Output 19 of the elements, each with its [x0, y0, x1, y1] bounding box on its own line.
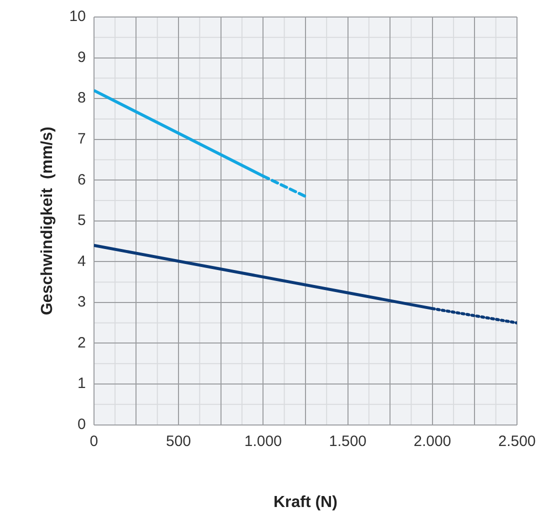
y-tick-label: 7 [78, 130, 86, 148]
x-tick-label: 500 [166, 432, 192, 450]
y-tick-label: 10 [69, 8, 86, 26]
y-tick-label: 1 [78, 375, 86, 392]
x-tick-label: 1.000 [244, 432, 282, 450]
y-tick-label: 3 [78, 294, 86, 311]
y-tick-label: 5 [78, 212, 86, 230]
x-tick-label: 1.500 [328, 432, 367, 450]
y-tick-label: 6 [78, 171, 86, 188]
x-tick-label: 2.500 [498, 432, 536, 450]
x-tick-label: 0 [90, 432, 98, 450]
y-tick-label: 2 [78, 334, 86, 352]
y-tick-label: 0 [78, 416, 86, 433]
y-tick-label: 9 [78, 48, 86, 66]
x-tick-label: 2.000 [414, 432, 452, 450]
x-axis-title: Kraft (N) [273, 494, 338, 511]
y-tick-label: 8 [78, 90, 86, 107]
y-axis-title: Geschwindigkeit (mm/s) [39, 126, 56, 316]
y-tick-label: 4 [78, 252, 86, 270]
